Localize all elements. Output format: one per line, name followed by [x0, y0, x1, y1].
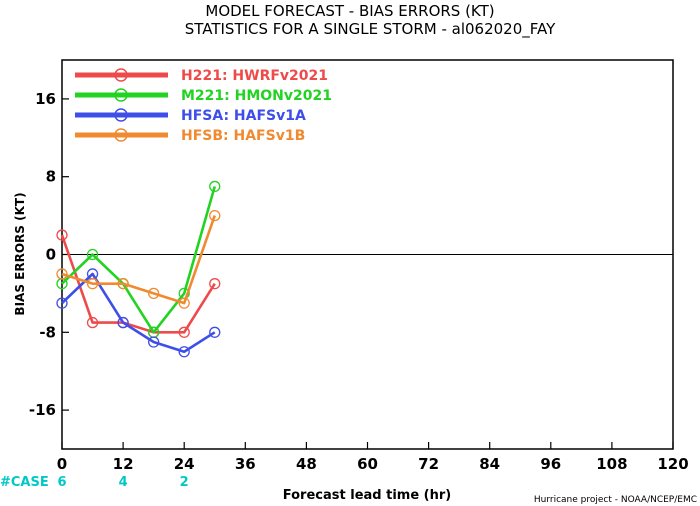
credit-text: Hurricane project - NOAA/NCEP/EMC — [534, 495, 697, 505]
series-point — [86, 248, 99, 261]
series-point — [209, 278, 221, 290]
x-tick-label: 0 — [57, 455, 67, 473]
x-tick-label: 72 — [418, 455, 439, 473]
x-tick-label: 36 — [235, 455, 256, 473]
case-count: 2 — [180, 475, 189, 490]
y-tick-label: 16 — [35, 90, 56, 108]
legend-item: HFSA: HAFSv1A — [75, 108, 306, 124]
x-tick-label: 48 — [296, 455, 317, 473]
legend-label: HFSA: HAFSv1A — [181, 108, 306, 124]
y-tick-label: -8 — [39, 323, 56, 341]
series-line — [61, 186, 217, 334]
series-line — [61, 272, 216, 354]
series-point — [178, 297, 190, 309]
series-4 — [56, 209, 221, 309]
series-point — [56, 268, 68, 280]
legend-swatch-marker — [114, 108, 128, 122]
series-point — [147, 287, 160, 300]
legend-swatch-marker — [114, 68, 128, 82]
legend-label: M221: HMONv2021 — [181, 88, 332, 104]
series-point — [56, 229, 68, 241]
legend-item: H221: HWRFv2021 — [75, 68, 328, 84]
series-point — [56, 297, 68, 309]
chart-subtitle: STATISTICS FOR A SINGLE STORM - al062020… — [185, 20, 556, 39]
y-axis-label: BIAS ERRORS (KT) — [13, 192, 27, 315]
x-tick-label: 12 — [113, 455, 134, 473]
series-line — [61, 215, 216, 305]
series-point — [86, 316, 99, 329]
series-point — [178, 326, 190, 338]
case-count: 6 — [57, 475, 66, 490]
case-row-label: #CASE — [0, 475, 49, 490]
series-point — [117, 316, 129, 329]
series-line — [60, 234, 216, 334]
series-point — [178, 346, 190, 358]
legend-label: HFSB: HAFSv1B — [181, 128, 305, 144]
legend-item: M221: HMONv2021 — [75, 88, 332, 104]
series-point — [209, 209, 221, 222]
x-tick-label: 84 — [479, 455, 500, 473]
y-tick-label: -16 — [29, 401, 56, 419]
series-point — [117, 278, 129, 290]
chart-title: MODEL FORECAST - BIAS ERRORS (KT) — [205, 2, 494, 20]
y-tick-label: 8 — [46, 168, 56, 186]
series-point — [86, 278, 99, 290]
case-count: 4 — [119, 475, 128, 490]
legend-swatch-marker — [114, 128, 128, 142]
y-tick-label: 0 — [46, 246, 56, 264]
x-tick-label: 108 — [596, 455, 627, 473]
series-point — [209, 326, 221, 338]
x-tick-label: 60 — [357, 455, 378, 473]
x-axis-label: Forecast lead time (hr) — [283, 488, 451, 503]
legend-label: H221: HWRFv2021 — [181, 68, 328, 84]
x-tick-label: 96 — [540, 455, 561, 473]
legend-item: HFSB: HAFSv1B — [75, 128, 305, 144]
x-tick-label: 24 — [174, 455, 195, 473]
legend-swatch-marker — [114, 88, 128, 102]
x-tick-label: 120 — [657, 455, 688, 473]
series-point — [147, 336, 160, 348]
series-3 — [56, 268, 221, 358]
series-point — [209, 180, 221, 193]
